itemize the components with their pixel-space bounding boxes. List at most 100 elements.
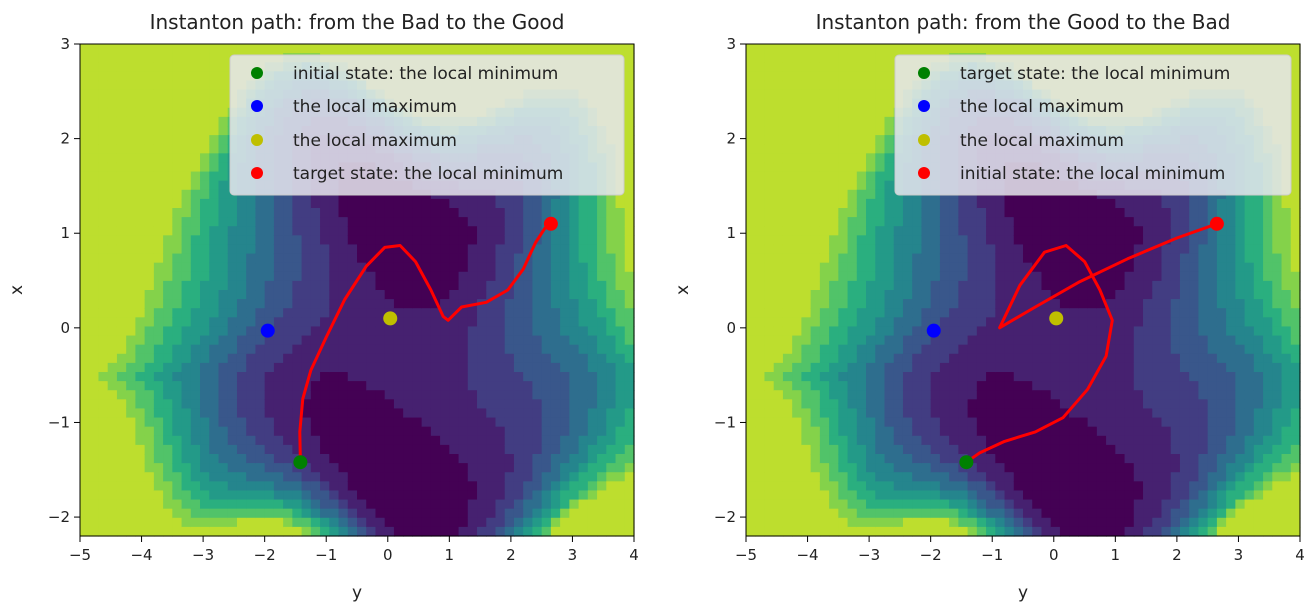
contour-cell — [819, 435, 830, 446]
contour-cell — [801, 98, 812, 109]
contour-cell — [440, 372, 450, 382]
contour-cell — [338, 208, 349, 218]
contour-cell — [218, 71, 229, 82]
contour-cell — [107, 454, 118, 464]
contour-cell — [893, 271, 904, 282]
contour-cell — [1023, 381, 1033, 391]
contour-cell — [200, 107, 210, 118]
contour-cell — [283, 308, 293, 318]
contour-cell — [144, 463, 155, 473]
contour-cell — [764, 508, 775, 519]
contour-cell — [764, 463, 775, 473]
contour-cell — [764, 426, 775, 437]
contour-cell — [829, 189, 839, 200]
contour-cell — [875, 162, 886, 173]
contour-cell — [430, 226, 441, 236]
contour-cell — [810, 244, 821, 255]
contour-cell — [958, 481, 969, 492]
contour-cell — [1023, 308, 1033, 318]
contour-cell — [893, 481, 904, 492]
contour-cell — [884, 135, 895, 145]
contour-cell — [541, 399, 552, 410]
contour-cell — [606, 372, 617, 382]
contour-cell — [255, 481, 266, 492]
contour-cell — [921, 417, 932, 428]
contour-cell — [126, 499, 136, 510]
contour-cell — [107, 517, 118, 528]
contour-cell — [504, 463, 515, 473]
contour-cell — [866, 499, 876, 510]
contour-cell — [98, 362, 109, 373]
contour-cell — [264, 299, 275, 309]
contour-cell — [495, 235, 506, 246]
contour-cell — [801, 126, 812, 136]
contour-cell — [939, 454, 950, 464]
contour-cell — [320, 444, 330, 455]
contour-cell — [921, 390, 932, 400]
contour-cell — [587, 399, 598, 410]
contour-cell — [597, 481, 607, 492]
contour-cell — [597, 317, 607, 328]
contour-cell — [375, 290, 386, 300]
contour-cell — [338, 253, 349, 264]
contour-cell — [98, 526, 109, 537]
contour-cell — [513, 317, 524, 328]
contour-cell — [550, 463, 561, 473]
contour-cell — [190, 526, 201, 537]
contour-cell — [912, 226, 923, 236]
contour-cell — [884, 180, 895, 191]
contour-cell — [949, 372, 959, 382]
contour-cell — [782, 490, 793, 501]
contour-cell — [847, 353, 858, 364]
contour-cell — [523, 463, 534, 473]
contour-cell — [283, 508, 293, 519]
contour-cell — [449, 317, 460, 328]
contour-cell — [153, 444, 164, 455]
contour-cell — [393, 454, 404, 464]
contour-cell — [597, 490, 607, 501]
contour-cell — [801, 381, 812, 391]
contour-cell — [856, 390, 867, 400]
contour-cell — [126, 317, 136, 328]
contour-cell — [393, 499, 404, 510]
contour-cell — [209, 116, 220, 127]
contour-cell — [523, 208, 534, 218]
contour-cell — [976, 244, 987, 255]
contour-cell — [838, 372, 849, 382]
contour-cell — [801, 390, 812, 400]
contour-cell — [144, 217, 155, 227]
contour-cell — [958, 198, 969, 209]
contour-cell — [921, 517, 932, 528]
contour-cell — [819, 317, 830, 328]
contour-cell — [172, 299, 183, 309]
contour-cell — [856, 162, 867, 173]
contour-cell — [569, 472, 580, 482]
contour-cell — [578, 208, 589, 218]
contour-cell — [116, 208, 127, 218]
contour-cell — [292, 317, 303, 328]
contour-cell — [578, 390, 589, 400]
contour-cell — [1013, 444, 1024, 455]
contour-cell — [209, 198, 220, 209]
contour-cell — [624, 517, 635, 528]
contour-cell — [615, 399, 626, 410]
contour-cell — [606, 226, 617, 236]
contour-cell — [273, 271, 284, 282]
contour-cell — [847, 472, 858, 482]
contour-cell — [347, 362, 358, 373]
contour-cell — [532, 399, 543, 410]
contour-cell — [624, 189, 635, 200]
contour-cell — [384, 353, 395, 364]
contour-cell — [375, 198, 386, 209]
contour-cell — [792, 299, 802, 309]
contour-cell — [606, 454, 617, 464]
contour-cell — [98, 372, 109, 382]
contour-cell — [301, 517, 312, 528]
contour-cell — [819, 53, 830, 63]
contour-cell — [504, 253, 515, 264]
contour-cell — [200, 126, 210, 136]
contour-cell — [866, 526, 876, 537]
contour-cell — [587, 253, 598, 264]
contour-cell — [847, 390, 858, 400]
contour-cell — [819, 481, 830, 492]
